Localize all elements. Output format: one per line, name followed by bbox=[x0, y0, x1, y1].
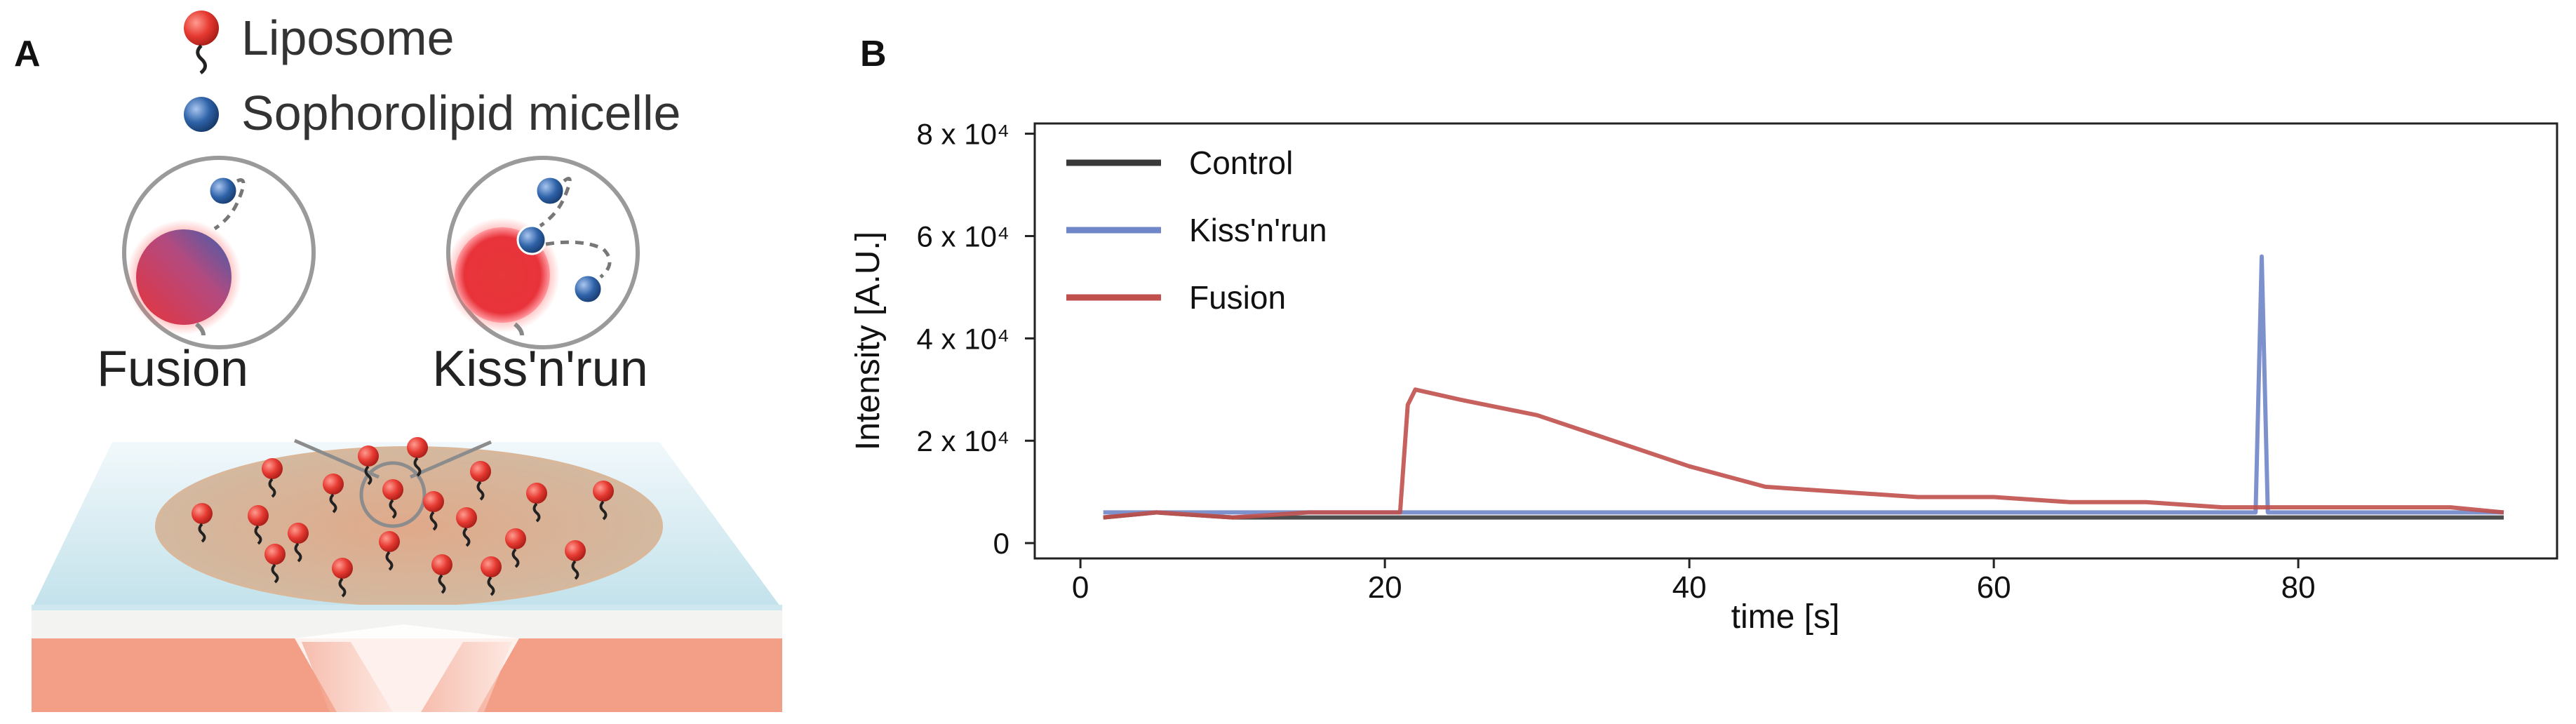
series-line-0 bbox=[1103, 510, 2504, 520]
series-line-2 bbox=[1103, 387, 2504, 520]
kissnrun-schematic: Kiss'n'run bbox=[432, 156, 648, 397]
series-layer bbox=[1103, 254, 2504, 520]
legend-liposome-label: Liposome bbox=[241, 11, 455, 65]
y-tick-label: 2 x 10⁴ bbox=[917, 424, 1009, 457]
x-tick-label: 80 bbox=[2281, 570, 2316, 605]
y-tick-label: 0 bbox=[993, 527, 1009, 560]
x-axis: 0 20 40 60 80 bbox=[1072, 558, 2316, 605]
legend-liposome: Liposome bbox=[184, 11, 455, 74]
panel-a-label: A bbox=[14, 34, 41, 74]
blue-micelle-icon bbox=[184, 97, 219, 132]
legend-label: Control bbox=[1189, 145, 1293, 181]
x-tick-label: 0 bbox=[1072, 570, 1089, 605]
series-line-1 bbox=[1103, 254, 2504, 515]
plot-frame bbox=[1033, 122, 2558, 560]
x-tick-label: 20 bbox=[1368, 570, 1402, 605]
fusion-label: Fusion bbox=[97, 341, 248, 397]
panel-b: B 0 20 40 60 80 0 2 x 10⁴ 4 x 10⁴ 6 x 10⁴ 8 x 10… bbox=[850, 34, 2558, 636]
kissnrun-label: Kiss'n'run bbox=[432, 341, 648, 397]
panel-b-label: B bbox=[860, 34, 887, 74]
y-tick-label: 6 x 10⁴ bbox=[917, 220, 1009, 253]
y-axis-label: Intensity [A.U.] bbox=[850, 232, 887, 450]
red-liposome-icon bbox=[184, 11, 219, 74]
x-tick-label: 40 bbox=[1672, 570, 1707, 605]
fusion-schematic: Fusion bbox=[97, 156, 316, 397]
legend-micelle-label: Sophorolipid micelle bbox=[241, 86, 680, 140]
x-axis-label: time [s] bbox=[1731, 598, 1840, 636]
legend-label: Fusion bbox=[1189, 279, 1286, 316]
legend-micelle: Sophorolipid micelle bbox=[184, 86, 680, 140]
chamber-illustration bbox=[32, 436, 782, 712]
y-tick-label: 4 x 10⁴ bbox=[917, 322, 1009, 355]
chart-legend: Control Kiss'n'run Fusion bbox=[1066, 145, 1327, 316]
legend-label: Kiss'n'run bbox=[1189, 212, 1327, 248]
panel-a: A Liposome Sophorolipid micelle Fusion bbox=[14, 11, 782, 712]
x-tick-label: 60 bbox=[1977, 570, 2011, 605]
y-tick-label: 8 x 10⁴ bbox=[917, 118, 1009, 151]
y-axis: 0 2 x 10⁴ 4 x 10⁴ 6 x 10⁴ 8 x 10⁴ bbox=[917, 118, 1035, 560]
